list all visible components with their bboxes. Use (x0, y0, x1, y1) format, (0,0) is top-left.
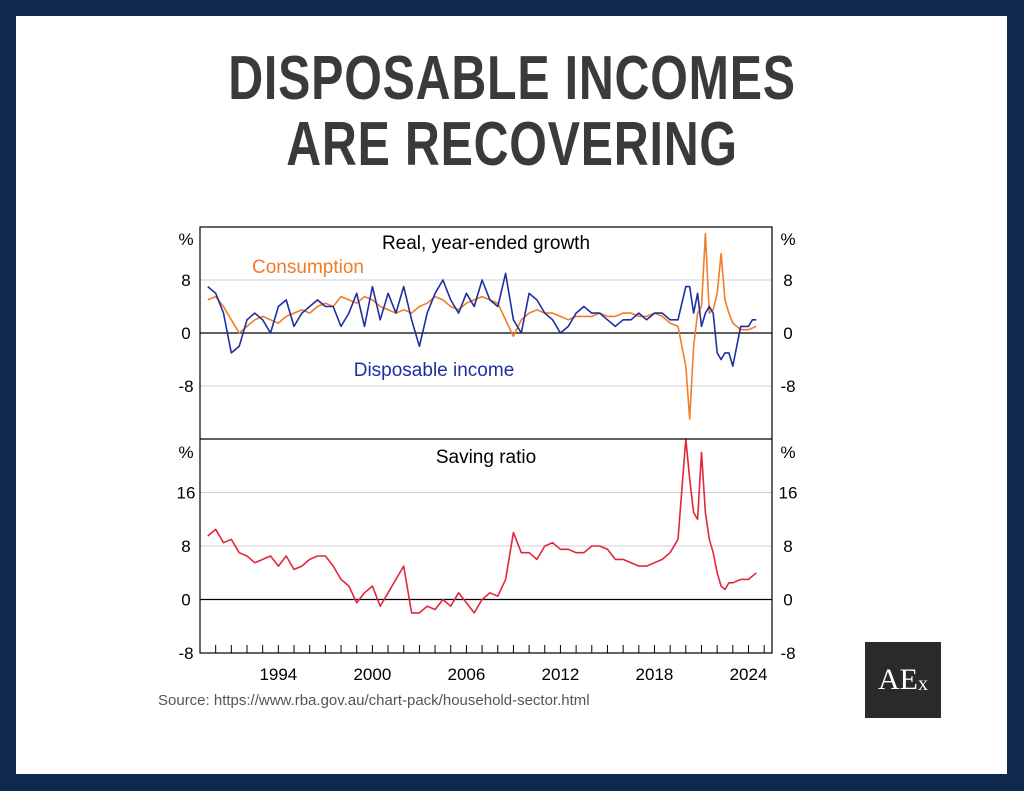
x-tick-label: 2024 (730, 665, 768, 684)
bottom-panel-title: Saving ratio (436, 447, 536, 468)
y-tick-label-right: 0 (783, 324, 792, 343)
y-tick-label: 8 (181, 271, 190, 290)
y-tick-label: 16 (177, 484, 196, 503)
consumption-label: Consumption (252, 257, 364, 278)
page-title: DISPOSABLE INCOMES ARE RECOVERING (113, 46, 912, 178)
logo-text: AE (878, 663, 918, 696)
y-tick-label-right: -8 (780, 644, 795, 663)
x-tick-label: 2018 (636, 665, 674, 684)
y-tick-label: 8 (181, 537, 190, 556)
logo-sub: x (918, 672, 928, 695)
y-tick-label: 0 (181, 324, 190, 343)
top-ylabel-right: % (780, 230, 795, 249)
top-panel-title: Real, year-ended growth (382, 233, 590, 254)
x-tick-label: 2006 (447, 665, 485, 684)
card (16, 16, 1007, 774)
y-tick-label: 0 (181, 591, 190, 610)
top-ylabel-left: % (178, 230, 193, 249)
y-tick-label: -8 (178, 377, 193, 396)
y-tick-label-right: 8 (783, 537, 792, 556)
x-tick-label: 2012 (542, 665, 580, 684)
title-line-2: ARE RECOVERING (286, 110, 738, 179)
bottom-ylabel-left: % (178, 443, 193, 462)
y-tick-label-right: 0 (783, 591, 792, 610)
y-tick-label-right: 16 (779, 484, 798, 503)
x-tick-label: 2000 (353, 665, 391, 684)
source-note: Source: https://www.rba.gov.au/chart-pac… (158, 692, 590, 709)
y-tick-label: -8 (178, 644, 193, 663)
bottom-ylabel-right: % (780, 443, 795, 462)
x-tick-label: 1994 (259, 665, 297, 684)
y-tick-label-right: 8 (783, 271, 792, 290)
title-line-1: DISPOSABLE INCOMES (228, 44, 796, 113)
aex-logo: AE x (865, 642, 941, 718)
y-tick-label-right: -8 (780, 377, 795, 396)
plot-frame (199, 226, 773, 654)
series-line-disposable-income (207, 272, 757, 367)
income-label: Disposable income (354, 360, 515, 381)
